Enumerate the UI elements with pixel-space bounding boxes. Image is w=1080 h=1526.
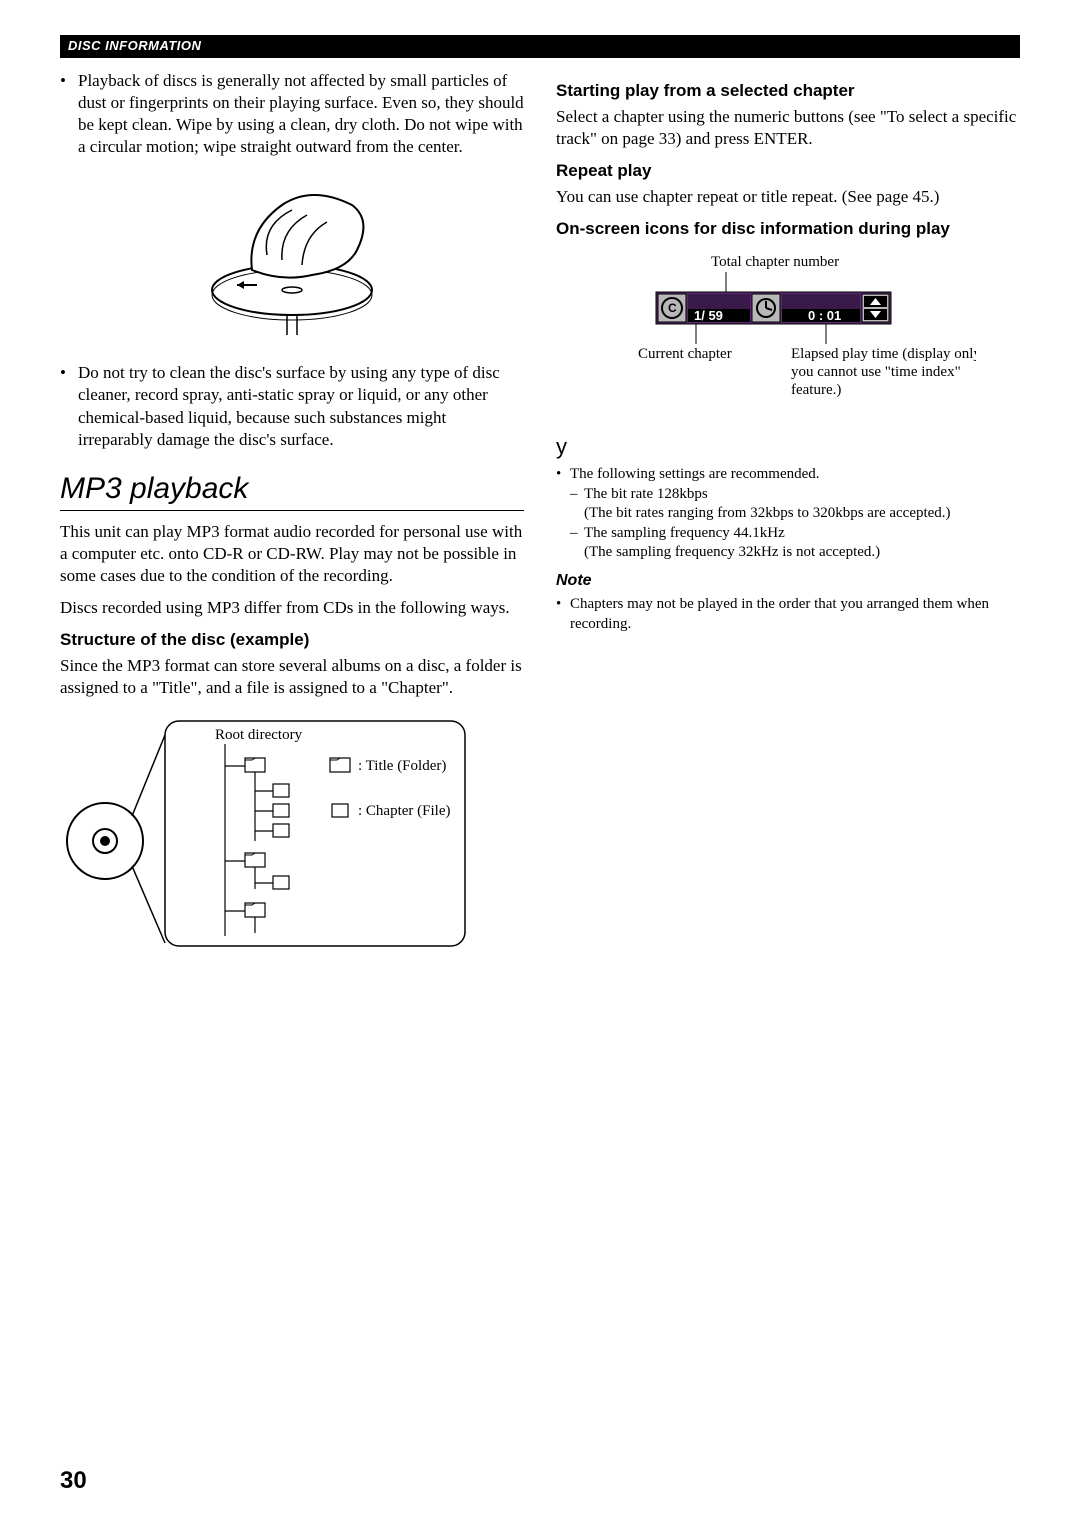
repeat-play-text: You can use chapter repeat or title repe… <box>556 186 1020 208</box>
osd-chapter-value: 1/ 59 <box>694 308 723 323</box>
svg-text:feature.): feature.) <box>791 382 841 398</box>
bullet-clean-disc: • Playback of discs is generally not aff… <box>60 70 524 158</box>
mp3-playback-heading: MP3 playback <box>60 469 524 511</box>
osd-time-value: 0 : 01 <box>808 308 841 323</box>
bullet-no-cleaner: • Do not try to clean the disc's surface… <box>60 362 524 450</box>
root-directory-label: Root directory <box>215 727 303 743</box>
left-column: • Playback of discs is generally not aff… <box>60 70 524 984</box>
rec-bitrate-range: (The bit rates ranging from 32kbps to 32… <box>584 504 1020 524</box>
note-heading: Note <box>556 571 1020 592</box>
rec-bitrate: –The bit rate 128kbps <box>570 485 1020 505</box>
starting-play-text: Select a chapter using the numeric butto… <box>556 106 1020 150</box>
rec-sampling: –The sampling frequency 44.1kHz <box>570 524 1020 544</box>
structure-text: Since the MP3 format can store several a… <box>60 655 524 699</box>
chapter-file-label: : Chapter (File) <box>358 803 450 819</box>
note-order: • Chapters may not be played in the orde… <box>556 595 1020 634</box>
svg-text:Elapsed play time (display onl: Elapsed play time (display only, <box>791 346 976 362</box>
page-number: 30 <box>60 1465 87 1496</box>
mp3-intro-1: This unit can play MP3 format audio reco… <box>60 521 524 587</box>
bullet-text: Playback of discs is generally not affec… <box>78 70 524 158</box>
tip-marker: y <box>556 433 1020 462</box>
section-header: DISC INFORMATION <box>60 35 1020 58</box>
osd-icons-heading: On-screen icons for disc information dur… <box>556 218 1020 240</box>
title-folder-label: : Title (Folder) <box>358 758 446 774</box>
repeat-play-heading: Repeat play <box>556 160 1020 182</box>
right-column: Starting play from a selected chapter Se… <box>556 70 1020 984</box>
svg-text:you cannot use "time index": you cannot use "time index" <box>791 364 961 380</box>
structure-heading: Structure of the disc (example) <box>60 629 524 651</box>
svg-text:Total chapter number: Total chapter number <box>711 254 839 270</box>
rec-sampling-note: (The sampling frequency 32kHz is not acc… <box>584 543 1020 563</box>
recommended-settings: • The following settings are recommended… <box>556 465 1020 485</box>
svg-text:C: C <box>668 301 677 315</box>
osd-diagram: Total chapter number C 1/ 59 <box>596 252 1020 408</box>
content-columns: • Playback of discs is generally not aff… <box>60 70 1020 984</box>
bullet-text: Do not try to clean the disc's surface b… <box>78 362 524 450</box>
mp3-intro-2: Discs recorded using MP3 differ from CDs… <box>60 597 524 619</box>
rec-intro: The following settings are recommended. <box>570 465 1020 485</box>
disc-structure-diagram: Root directory : Title (Folder) <box>60 711 524 967</box>
wipe-disc-illustration <box>60 170 524 346</box>
svg-text:Current chapter: Current chapter <box>638 346 732 362</box>
starting-play-heading: Starting play from a selected chapter <box>556 80 1020 102</box>
